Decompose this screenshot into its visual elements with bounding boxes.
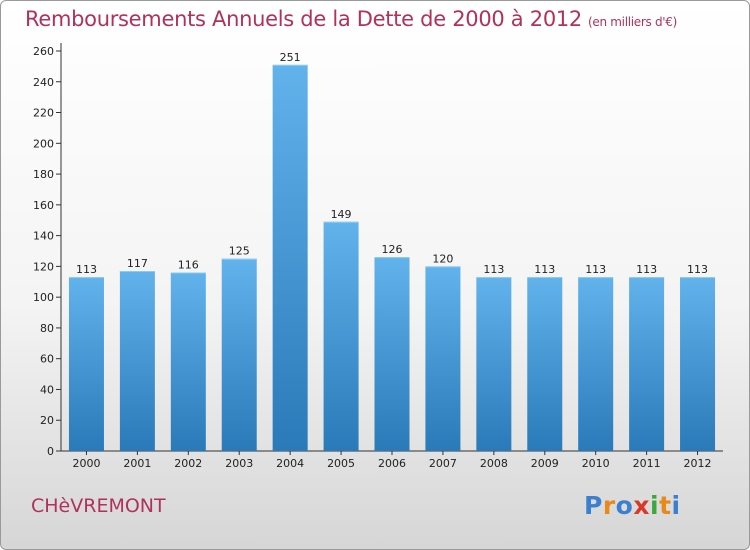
bar	[374, 257, 410, 451]
bar-value-label: 126	[382, 243, 403, 256]
bar-value-label: 113	[534, 263, 555, 276]
bar-value-label: 113	[483, 263, 504, 276]
y-tick-label: 140	[33, 230, 54, 243]
y-tick-label: 200	[33, 137, 54, 150]
bar	[170, 272, 206, 451]
x-tick-label: 2007	[429, 457, 457, 470]
bar	[476, 277, 512, 451]
bar	[680, 277, 716, 451]
x-tick-label: 2002	[174, 457, 202, 470]
logo-letter: r	[602, 491, 616, 520]
bar-value-label: 113	[636, 263, 657, 276]
y-tick-label: 40	[40, 383, 54, 396]
chart-unit-label: (en milliers d'€)	[588, 15, 678, 29]
bar-value-label: 251	[280, 51, 301, 64]
bar	[629, 277, 665, 451]
bar	[221, 258, 257, 451]
y-tick-label: 160	[33, 199, 54, 212]
bar-value-label: 113	[687, 263, 708, 276]
y-tick-label: 100	[33, 291, 54, 304]
y-tick-label: 260	[33, 45, 54, 58]
logo-letter: i	[650, 491, 660, 520]
bar	[578, 277, 614, 451]
bar	[68, 277, 104, 451]
y-tick-label: 240	[33, 76, 54, 89]
logo-letter: o	[615, 491, 634, 520]
x-tick-label: 2006	[378, 457, 406, 470]
city-name: CHèVREMONT	[31, 495, 166, 517]
bar-value-label: 120	[432, 252, 453, 265]
x-tick-label: 2000	[72, 457, 100, 470]
y-tick-label: 180	[33, 168, 54, 181]
y-tick-label: 0	[47, 445, 54, 458]
y-tick-label: 80	[40, 322, 54, 335]
bar	[527, 277, 563, 451]
y-tick-label: 220	[33, 107, 54, 120]
bar-value-label: 116	[178, 259, 199, 272]
bar	[272, 64, 308, 451]
x-tick-label: 2008	[480, 457, 508, 470]
chart-title: Remboursements Annuels de la Dette de 20…	[25, 7, 677, 31]
bar-value-label: 125	[229, 245, 250, 258]
chart-title-text: Remboursements Annuels de la Dette de 20…	[25, 7, 582, 31]
logo-letter: x	[633, 491, 650, 520]
y-tick-label: 60	[40, 353, 54, 366]
bar-value-label: 113	[76, 263, 97, 276]
x-tick-label: 2009	[531, 457, 559, 470]
x-tick-label: 2003	[225, 457, 253, 470]
bar	[323, 221, 359, 451]
x-tick-label: 2005	[327, 457, 355, 470]
bar-value-label: 149	[331, 208, 352, 221]
x-tick-label: 2012	[684, 457, 712, 470]
x-tick-label: 2004	[276, 457, 304, 470]
y-tick-label: 120	[33, 260, 54, 273]
logo-letter: i	[671, 491, 681, 520]
bar-value-label: 113	[585, 263, 606, 276]
y-tick-label: 20	[40, 414, 54, 427]
x-tick-label: 2010	[582, 457, 610, 470]
x-tick-label: 2011	[633, 457, 661, 470]
proxiti-logo[interactable]: Proxiti	[584, 491, 681, 520]
bar-value-label: 117	[127, 257, 148, 270]
logo-letter: P	[584, 491, 603, 520]
bar	[119, 271, 155, 451]
x-tick-label: 2001	[123, 457, 151, 470]
logo-letter: t	[659, 491, 672, 520]
bar	[425, 266, 461, 451]
